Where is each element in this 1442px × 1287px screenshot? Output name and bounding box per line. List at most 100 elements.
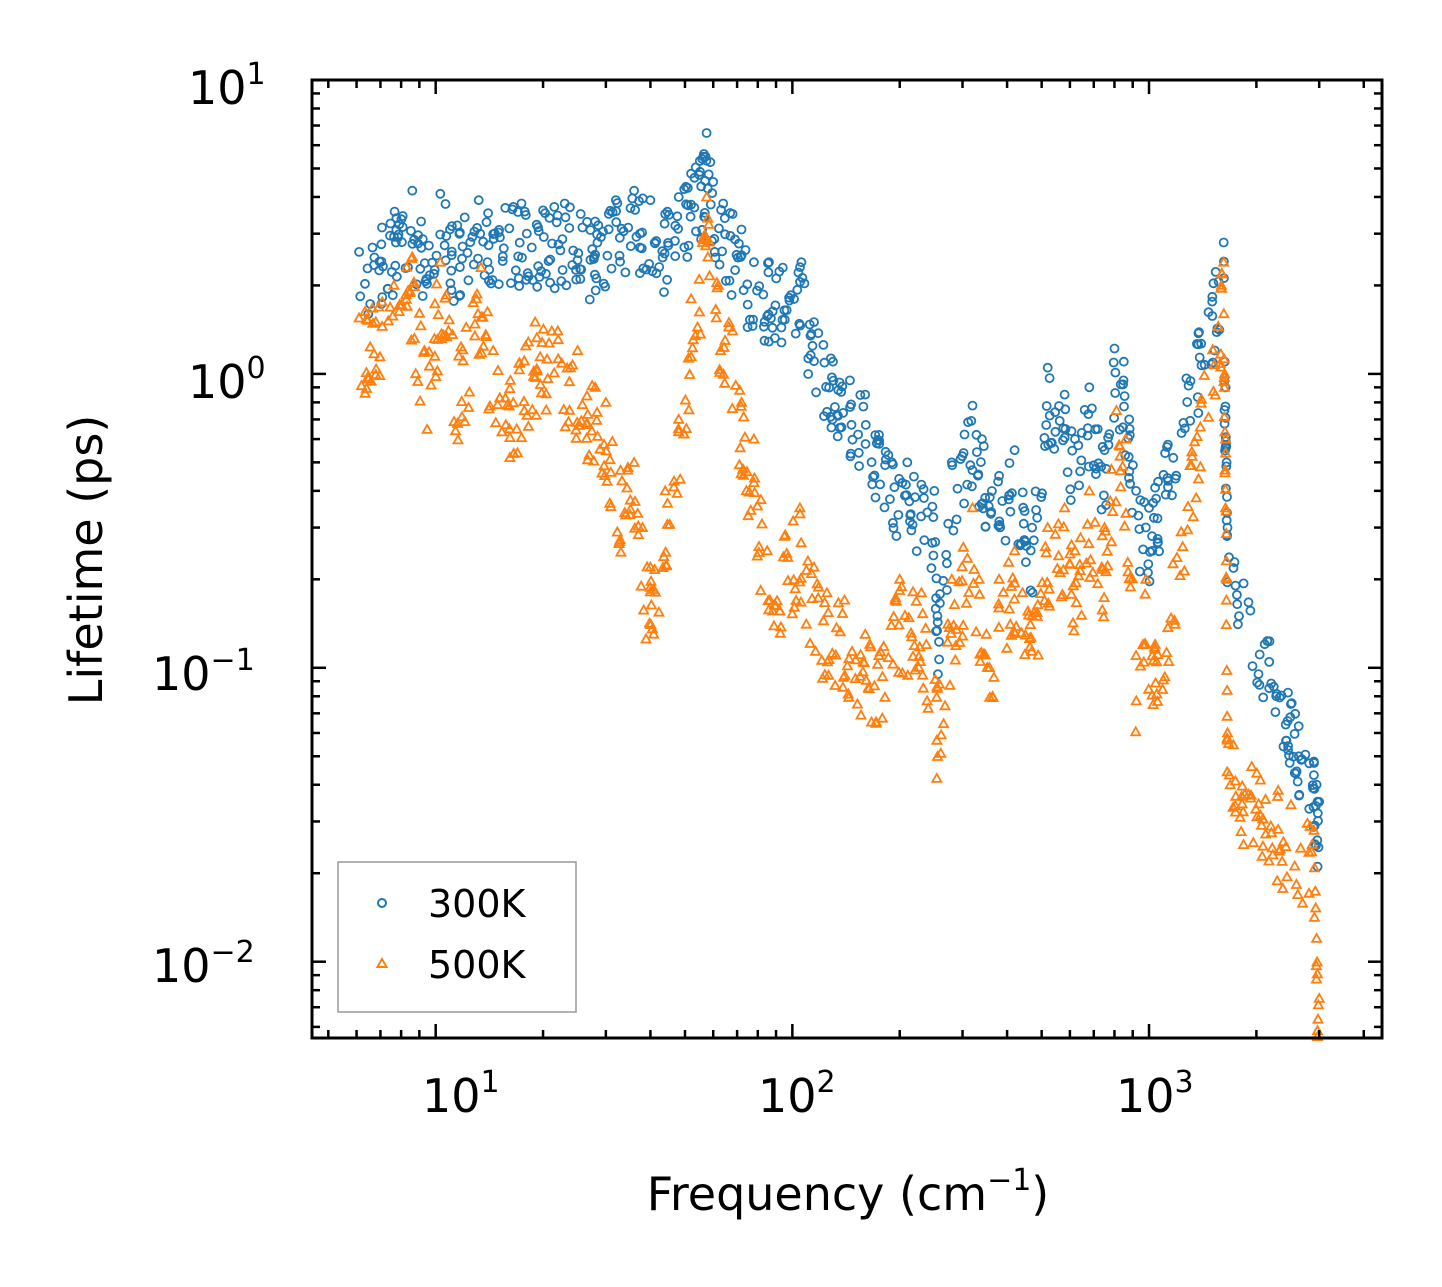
- scatter-point: [468, 259, 479, 270]
- scatter-point: [733, 458, 746, 470]
- scatter-point: [966, 415, 977, 426]
- scatter-point: [870, 492, 881, 503]
- scatter-point: [590, 414, 603, 425]
- scatter-point: [905, 516, 915, 527]
- data-point: [1144, 502, 1154, 513]
- scatter-point: [875, 479, 885, 490]
- data-point: [611, 195, 621, 206]
- scatter-point: [533, 261, 544, 272]
- scatter-point: [1072, 569, 1085, 581]
- data-point: [1099, 445, 1110, 456]
- scatter-point: [1292, 776, 1303, 787]
- scatter-point: [921, 694, 934, 706]
- data-point: [736, 224, 747, 235]
- scatter-point: [598, 438, 611, 449]
- scatter-point: [1082, 430, 1093, 441]
- scatter-point: [1076, 455, 1087, 466]
- scatter-point: [952, 483, 963, 494]
- scatter-point: [927, 501, 938, 512]
- scatter-point: [1193, 408, 1204, 418]
- scatter-point: [713, 366, 726, 377]
- scatter-point: [1066, 426, 1077, 437]
- scatter-point: [603, 453, 617, 465]
- legend-box: [337, 861, 577, 1013]
- scatter-point: [518, 354, 531, 366]
- scatter-point: [1090, 424, 1101, 435]
- data-point: [407, 185, 418, 196]
- scatter-point: [1286, 698, 1297, 709]
- scatter-point: [800, 563, 813, 575]
- scatter-point: [420, 276, 431, 287]
- scatter-point: [962, 586, 975, 597]
- scatter-point: [854, 461, 864, 471]
- scatter-point: [1281, 735, 1292, 746]
- scatter-point: [535, 386, 548, 398]
- scatter-point: [905, 630, 918, 642]
- scatter-point: [533, 226, 544, 237]
- scatter-point: [644, 574, 658, 586]
- scatter-point: [719, 213, 730, 224]
- scatter-point: [1134, 566, 1145, 577]
- scatter-point: [672, 425, 685, 437]
- scatter-point: [858, 401, 869, 412]
- scatter-point: [882, 651, 895, 662]
- scatter-point: [922, 507, 933, 518]
- data-point: [508, 201, 519, 212]
- scatter-point: [740, 465, 753, 477]
- scatter-point: [801, 554, 814, 566]
- data-point: [708, 176, 719, 187]
- scatter-point: [523, 271, 534, 282]
- data-point: [845, 375, 855, 386]
- scatter-point: [928, 550, 939, 561]
- scatter-point: [682, 403, 695, 415]
- scatter-point: [561, 280, 572, 291]
- scatter-point: [703, 169, 714, 180]
- scatter-point: [1188, 435, 1201, 447]
- scatter-point: [1052, 517, 1065, 529]
- scatter-point: [1294, 841, 1307, 853]
- data-point: [1309, 756, 1319, 767]
- scatter-point: [997, 586, 1010, 597]
- scatter-point: [593, 442, 607, 454]
- scatter-point: [459, 212, 470, 223]
- scatter-point: [387, 278, 400, 290]
- scatter-point: [601, 474, 614, 486]
- scatter-point: [1220, 504, 1233, 516]
- scatter-point: [1156, 683, 1169, 694]
- scatter-point: [702, 183, 713, 194]
- data-point: [701, 128, 712, 138]
- scatter-point: [818, 339, 829, 350]
- data-point: [809, 317, 819, 328]
- scatter-point: [846, 645, 859, 656]
- scatter-point: [685, 211, 696, 222]
- scatter-point: [1176, 540, 1189, 552]
- scatter-point: [462, 401, 475, 412]
- scatter-point: [855, 390, 866, 400]
- scatter-point: [767, 306, 778, 317]
- scatter-point: [656, 561, 669, 572]
- data-layer: [353, 128, 1326, 1041]
- scatter-point: [580, 389, 593, 401]
- scatter-point: [645, 598, 658, 610]
- scatter-point: [1215, 279, 1228, 290]
- scatter-point: [679, 393, 692, 405]
- scatter-point: [463, 275, 474, 286]
- scatter-point: [360, 312, 373, 324]
- scatter-point: [479, 328, 492, 340]
- scatter-point: [1254, 808, 1267, 820]
- scatter-point: [970, 625, 983, 637]
- scatter-point: [470, 292, 483, 304]
- scatter-point: [533, 222, 543, 233]
- scatter-point: [682, 252, 693, 262]
- scatter-point: [994, 519, 1005, 530]
- scatter-point: [1057, 563, 1070, 575]
- data-point: [434, 255, 447, 267]
- scatter-point: [1310, 972, 1323, 984]
- scatter-point: [611, 525, 624, 537]
- scatter-point: [1168, 452, 1179, 463]
- scatter-point: [1184, 459, 1197, 471]
- scatter-point: [455, 395, 468, 407]
- scatter-point: [606, 435, 619, 447]
- data-point: [354, 246, 365, 257]
- scatter-point: [1083, 571, 1096, 582]
